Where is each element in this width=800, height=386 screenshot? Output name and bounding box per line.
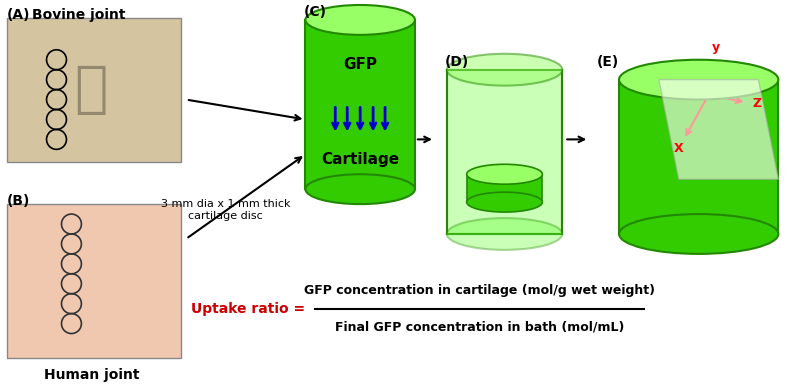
- Text: Cartilage: Cartilage: [321, 152, 399, 167]
- Text: Uptake ratio =: Uptake ratio =: [191, 301, 310, 316]
- Ellipse shape: [446, 218, 562, 250]
- Ellipse shape: [306, 174, 415, 204]
- Bar: [446, 70, 562, 234]
- Text: y: y: [712, 41, 720, 54]
- Text: (E): (E): [597, 55, 619, 69]
- Text: Z: Z: [753, 96, 762, 110]
- Text: GFP: GFP: [343, 57, 377, 72]
- Ellipse shape: [619, 60, 778, 100]
- Text: Human joint: Human joint: [43, 368, 139, 383]
- Text: Final GFP concentration in bath (mol/mL): Final GFP concentration in bath (mol/mL): [335, 320, 624, 333]
- Bar: [619, 80, 778, 234]
- Text: 3 mm dia x 1 mm thick
cartilage disc: 3 mm dia x 1 mm thick cartilage disc: [161, 199, 290, 221]
- Bar: [306, 20, 415, 189]
- Polygon shape: [659, 80, 778, 179]
- Bar: [6, 18, 181, 162]
- Ellipse shape: [306, 5, 415, 35]
- Text: (B): (B): [6, 194, 30, 208]
- Text: GFP concentration in cartilage (mol/g wet weight): GFP concentration in cartilage (mol/g we…: [304, 284, 655, 297]
- Ellipse shape: [446, 54, 562, 86]
- Ellipse shape: [466, 164, 542, 184]
- Ellipse shape: [466, 192, 542, 212]
- Text: (C): (C): [303, 5, 326, 19]
- Text: X: X: [674, 142, 683, 155]
- Text: Bovine joint: Bovine joint: [32, 8, 125, 22]
- Text: 🐄: 🐄: [74, 63, 108, 117]
- Bar: [446, 70, 562, 234]
- Text: (D): (D): [445, 55, 469, 69]
- Text: (A): (A): [6, 8, 30, 22]
- Bar: [466, 174, 542, 202]
- Ellipse shape: [619, 214, 778, 254]
- Bar: [6, 204, 181, 359]
